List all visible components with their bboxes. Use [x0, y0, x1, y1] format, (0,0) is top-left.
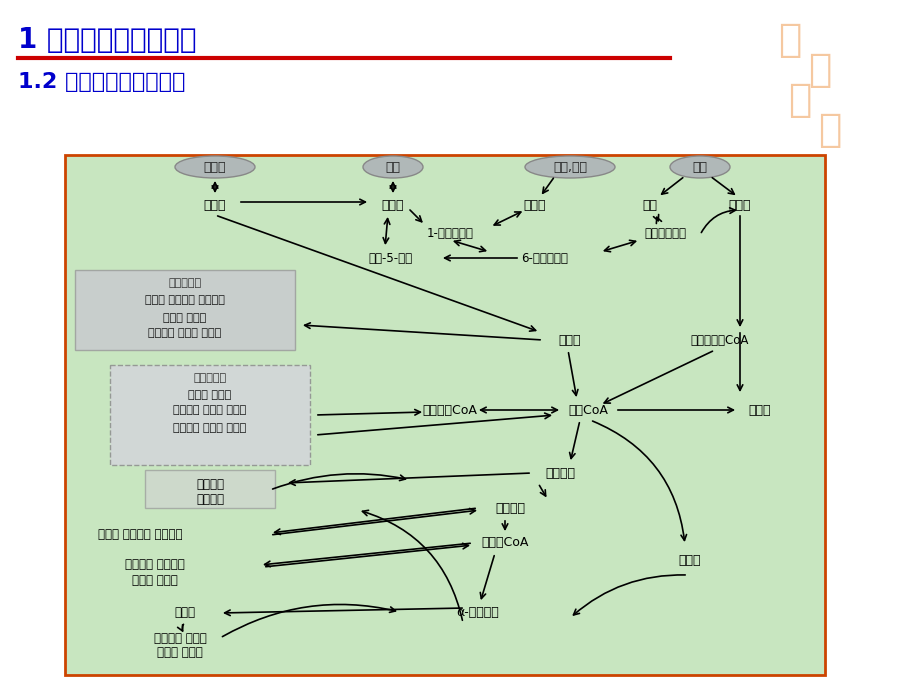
Bar — [110, 365, 310, 465]
Text: 谷氨酰胺 组氨酸: 谷氨酰胺 组氨酸 — [153, 631, 206, 644]
Text: 半胱氨酸 丝氨酸 苏氨酸: 半胱氨酸 丝氨酸 苏氨酸 — [148, 328, 221, 338]
Text: 异亮氨酸 甲硫氨酸: 异亮氨酸 甲硫氨酸 — [125, 558, 185, 571]
Text: 6-磷酸葡萄糖: 6-磷酸葡萄糖 — [521, 251, 568, 264]
Text: 生糖氨基酸: 生糖氨基酸 — [168, 278, 201, 288]
Text: 琥珀酰CoA: 琥珀酰CoA — [481, 537, 528, 549]
Text: 1 物质代谢的相互联系: 1 物质代谢的相互联系 — [18, 26, 197, 54]
Ellipse shape — [175, 156, 255, 178]
Text: 葡萄糖: 葡萄糖 — [523, 199, 546, 212]
Text: 甘氨酸 天冬氨酸 谷氨酰胺: 甘氨酸 天冬氨酸 谷氨酰胺 — [145, 295, 224, 305]
Text: 1.2 物质代谢的相互联系: 1.2 物质代谢的相互联系 — [18, 72, 185, 92]
Text: 1-磷酸葡萄糖: 1-磷酸葡萄糖 — [426, 226, 473, 239]
Text: 亮氨酸 赖氨酸: 亮氨酸 赖氨酸 — [188, 390, 232, 400]
Text: 异亮氨酸 亮氨酸 色氨酸: 异亮氨酸 亮氨酸 色氨酸 — [173, 423, 246, 433]
Text: 脂肪酸: 脂肪酸 — [728, 199, 751, 212]
Ellipse shape — [669, 156, 729, 178]
Text: 乙酰乙酰CoA: 乙酰乙酰CoA — [422, 404, 477, 417]
Text: 如: 如 — [788, 81, 811, 119]
Ellipse shape — [525, 156, 614, 178]
Ellipse shape — [363, 156, 423, 178]
Text: 核酸: 核酸 — [385, 161, 400, 173]
Bar — [75, 270, 295, 350]
Text: 磷酸二羟丙酮: 磷酸二羟丙酮 — [643, 226, 686, 239]
Bar — [65, 155, 824, 675]
Text: 脯氨酸 精氨酸: 脯氨酸 精氨酸 — [157, 646, 203, 658]
Text: 核苷酸: 核苷酸 — [381, 199, 403, 212]
Text: 蛋白质: 蛋白质 — [203, 161, 226, 173]
Text: 胆固醇: 胆固醇 — [748, 404, 770, 417]
Text: 柠檬酸: 柠檬酸 — [678, 553, 700, 566]
Bar — [145, 470, 275, 508]
Text: 丙氨酸 甘氨酸: 丙氨酸 甘氨酸 — [164, 313, 207, 323]
Text: 天冬酰胺: 天冬酰胺 — [196, 493, 223, 506]
Text: 核糖-5-磷酸: 核糖-5-磷酸 — [368, 251, 412, 264]
Text: α-酮戊二酸: α-酮戊二酸 — [456, 607, 499, 620]
Text: 天冬氨酸: 天冬氨酸 — [196, 477, 223, 491]
Text: 延胡索酸: 延胡索酸 — [494, 502, 525, 515]
Text: 苏氨酸 缬氨酸: 苏氨酸 缬氨酸 — [132, 573, 177, 586]
Text: 丙酮酸: 丙酮酸 — [558, 333, 581, 346]
Text: 吉: 吉 — [777, 21, 800, 59]
Text: 酪氨酸 苯丙氨酸 天冬氨酸: 酪氨酸 苯丙氨酸 天冬氨酸 — [97, 529, 182, 542]
Text: 草酰乙酸: 草酰乙酸 — [544, 466, 574, 480]
Text: 脂肪: 脂肪 — [692, 161, 707, 173]
Text: 苯丙氨酸 酪氨酸 色氨酸: 苯丙氨酸 酪氨酸 色氨酸 — [173, 405, 246, 415]
Text: 意: 意 — [817, 111, 841, 149]
Text: 生酮氨基酸: 生酮氨基酸 — [193, 373, 226, 383]
Text: 乙酰CoA: 乙酰CoA — [567, 404, 607, 417]
Text: 甘油: 甘油 — [641, 199, 657, 212]
Text: 淀粉,糖原: 淀粉,糖原 — [552, 161, 586, 173]
Text: 祥: 祥 — [808, 51, 831, 89]
Text: 谷氨酸: 谷氨酸 — [175, 607, 196, 620]
Text: 丙二酸单酰CoA: 丙二酸单酰CoA — [690, 333, 748, 346]
Text: 氨基酸: 氨基酸 — [203, 199, 226, 212]
